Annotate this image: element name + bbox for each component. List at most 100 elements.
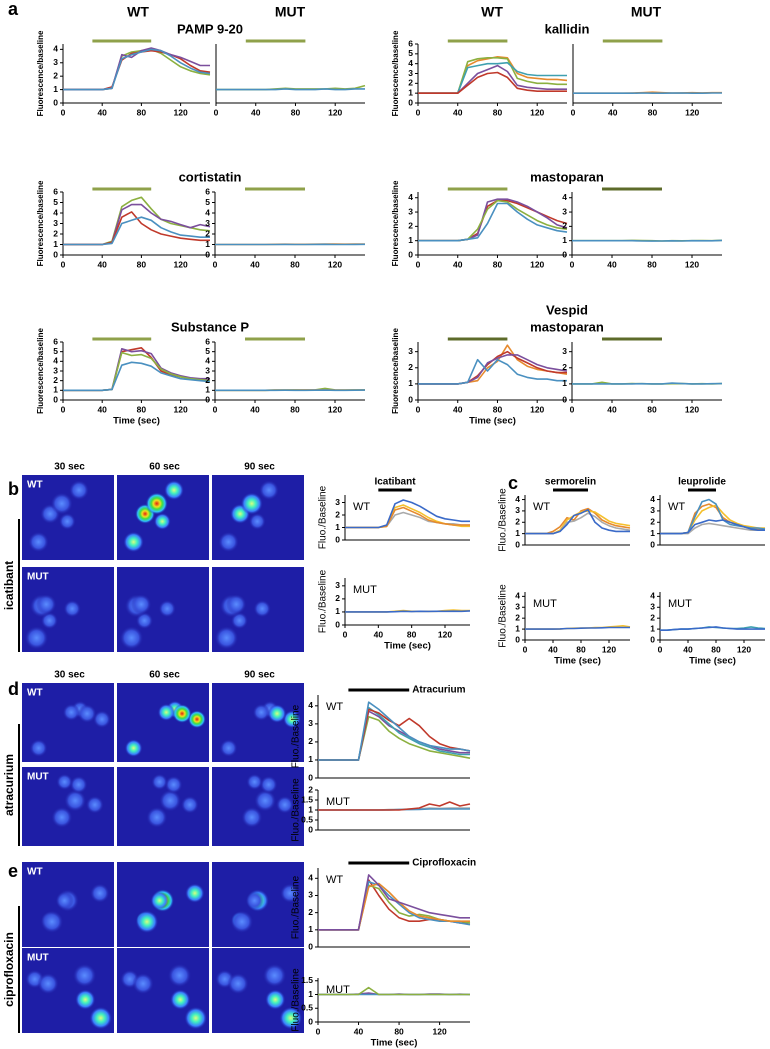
cell: [75, 989, 96, 1010]
y-tick-label: 2: [408, 362, 413, 372]
y-axis-label: Fluo./Baseline: [291, 968, 302, 1032]
cell: [24, 625, 49, 650]
x-tick-label: 80: [137, 107, 147, 117]
drug-label: icatibant: [2, 561, 16, 610]
y-tick-label: 3: [335, 580, 340, 590]
cell: [55, 891, 74, 910]
y-tick-label: 1: [335, 606, 340, 616]
x-tick-label: 120: [438, 629, 452, 639]
trace: [525, 509, 630, 535]
y-axis-label: Fluorescence/baseline: [391, 328, 400, 414]
y-tick-label: 5: [408, 48, 413, 58]
y-tick-label: 0: [562, 394, 567, 404]
trace: [63, 47, 210, 91]
y-tick-label: 6: [205, 336, 210, 346]
x-tick-label: 0: [213, 259, 218, 269]
cell: [214, 625, 239, 650]
x-tick-label: 120: [328, 404, 342, 414]
y-tick-label: 0: [562, 249, 567, 259]
y-tick-label: 2: [308, 784, 313, 794]
y-tick-label: 3: [515, 602, 520, 612]
y-tick-label: 3: [53, 218, 58, 228]
row-label: MUT: [27, 953, 49, 964]
cell: [72, 963, 97, 988]
cell: [275, 795, 294, 814]
y-tick-label: 4: [650, 494, 655, 504]
trace: [63, 211, 210, 246]
x-tick-label: 40: [97, 259, 107, 269]
y-tick-label: 0.5: [301, 1003, 313, 1013]
cell: [254, 789, 277, 812]
cell: [56, 773, 73, 791]
condition-label: WT: [668, 501, 685, 513]
y-axis-label: Fluo./Baseline: [318, 485, 329, 549]
cell: [245, 891, 264, 910]
x-tick-label: 40: [607, 259, 617, 269]
x-tick-label: 80: [407, 629, 417, 639]
y-tick-label: 1.5: [301, 975, 313, 985]
y-tick-label: 1: [650, 623, 655, 633]
cell: [40, 910, 64, 934]
y-tick-label: 6: [53, 336, 58, 346]
cell: [123, 531, 144, 553]
x-tick-label: 40: [251, 107, 261, 117]
y-tick-label: 0: [408, 394, 413, 404]
cell: [170, 989, 191, 1010]
chart-title: kallidin: [545, 21, 590, 36]
x-tick-label: 80: [647, 404, 657, 414]
x-tick-label: 120: [602, 644, 616, 654]
x-tick-label: 80: [137, 259, 147, 269]
x-tick-label: 120: [328, 259, 342, 269]
trace: [572, 382, 723, 385]
y-tick-label: 1: [53, 239, 58, 249]
x-axis-label: Time (sec): [554, 656, 601, 667]
cell: [172, 704, 192, 723]
y-axis-label: Fluorescence/baseline: [391, 180, 400, 266]
x-tick-label: 0: [213, 404, 218, 414]
trace: [63, 347, 211, 392]
x-tick-label: 120: [328, 107, 342, 117]
y-tick-label: 1: [53, 84, 58, 94]
x-tick-label: 120: [530, 259, 544, 269]
y-tick-label: 3: [562, 346, 567, 356]
y-tick-label: 1: [335, 522, 340, 532]
condition-label: MUT: [353, 584, 377, 596]
cell: [185, 883, 205, 903]
condition-label: WT: [326, 701, 343, 713]
x-tick-label: 40: [548, 644, 558, 654]
y-tick-label: 2: [335, 509, 340, 519]
y-tick-label: 1: [308, 754, 313, 764]
time-label: 30 sec: [54, 462, 85, 473]
condition-label: MUT: [533, 598, 557, 610]
y-tick-label: 2: [53, 228, 58, 238]
row-label: WT: [27, 480, 43, 491]
x-tick-label: 0: [416, 107, 421, 117]
y-tick-label: 2: [408, 221, 413, 231]
y-tick-label: 0: [205, 249, 210, 259]
y-tick-label: 5: [53, 197, 58, 207]
x-tick-label: 80: [493, 259, 503, 269]
y-tick-label: 2: [308, 907, 313, 917]
cell: [265, 989, 286, 1010]
condition-label: WT: [533, 501, 550, 513]
x-tick-label: 120: [737, 644, 751, 654]
trace: [345, 499, 470, 529]
x-tick-label: 120: [174, 259, 188, 269]
stimulus-label: sermorelin: [545, 477, 596, 488]
time-label: 90 sec: [244, 462, 275, 473]
panel-letter: c: [508, 473, 518, 493]
trace: [318, 701, 471, 761]
cell: [85, 795, 104, 814]
y-axis-label: Fluo./Baseline: [498, 488, 509, 552]
trace: [525, 626, 630, 630]
stimulus-label: Ciprofloxacin: [412, 858, 476, 869]
y-tick-label: 4: [205, 207, 210, 217]
y-tick-label: 0: [308, 1016, 313, 1026]
y-tick-label: 2: [53, 375, 58, 385]
x-tick-label: 80: [576, 644, 586, 654]
trace: [660, 626, 765, 631]
row-label: WT: [27, 867, 43, 878]
cell: [124, 739, 143, 758]
stimulus-label: leuprolide: [678, 477, 726, 488]
y-tick-label: 1: [562, 235, 567, 245]
